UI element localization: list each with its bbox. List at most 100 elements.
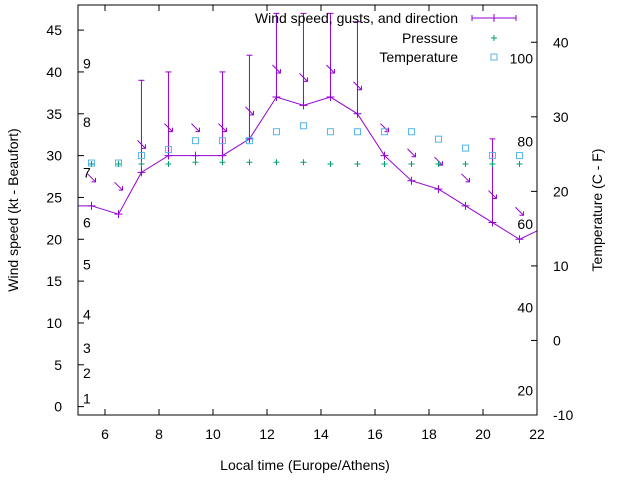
y-axis-title: Wind speed (kt - Beaufort) (5, 128, 21, 291)
legend-label-wind: Wind speed, gusts, and direction (255, 10, 458, 26)
fahrenheit-label: 20 (517, 382, 533, 398)
temperature-point (272, 128, 280, 136)
pressure-point (273, 159, 280, 166)
x-tick-label: 6 (101, 426, 109, 442)
beaufort-label: 3 (83, 340, 91, 356)
pressure-point (435, 160, 442, 167)
fahrenheit-label: 80 (517, 133, 533, 149)
direction-arrow (137, 139, 146, 149)
legend-label-temperature: Temperature (379, 49, 458, 65)
temperature-point (326, 128, 334, 136)
legend-swatch-temperature (490, 53, 498, 61)
direction-arrow-head (303, 77, 308, 82)
pressure-point (219, 159, 226, 166)
temperature-point (461, 144, 469, 152)
x-tick-label: 22 (529, 426, 545, 442)
direction-arrow-head (222, 127, 227, 133)
direction-arrow-head (357, 85, 362, 91)
wind-point (407, 176, 416, 185)
direction-arrow (87, 173, 96, 183)
y2-tick-label: 10 (553, 258, 569, 274)
beaufort-label: 5 (83, 256, 91, 272)
x-tick-label: 14 (313, 426, 329, 442)
x-tick-label: 20 (475, 426, 491, 442)
direction-arrow-head (91, 177, 96, 183)
wind-point (272, 93, 281, 102)
direction-arrow-head (519, 211, 524, 216)
direction-arrow (299, 73, 308, 82)
direction-arrow-head (118, 186, 123, 191)
direction-arrow (218, 123, 227, 132)
y2-tick-label: 20 (553, 183, 569, 199)
direction-arrow-head (141, 144, 146, 149)
beaufort-label: 7 (83, 164, 91, 180)
beaufort-label: 4 (83, 307, 91, 323)
wind-point (299, 101, 308, 110)
direction-arrow-head (384, 127, 389, 133)
direction-arrow-head (195, 127, 200, 133)
direction-arrow-head (492, 194, 497, 200)
direction-arrow-head (249, 110, 254, 116)
direction-arrow-head (276, 69, 281, 74)
pressure-point (516, 160, 523, 167)
temperature-point (299, 122, 307, 130)
pressure-point (462, 160, 469, 167)
wind-point (218, 151, 227, 160)
plot-frame (77, 4, 538, 416)
beaufort-label: 1 (83, 390, 91, 406)
direction-arrow-head (168, 127, 173, 133)
temperature-point (380, 128, 388, 136)
y-tick-label: 30 (46, 148, 62, 164)
y-tick-label: 5 (54, 357, 62, 373)
wind-point (380, 151, 389, 160)
direction-arrow-head (330, 69, 335, 74)
temperature-point (407, 128, 415, 136)
legend-swatch-wind-marks (471, 14, 517, 22)
wind-point (87, 201, 96, 210)
y-tick-label: 0 (54, 399, 62, 415)
x-tick-label: 16 (367, 426, 383, 442)
y-tick-label: 25 (46, 189, 62, 205)
beaufort-label: 2 (83, 365, 91, 381)
wind-point (515, 235, 524, 244)
wind-point (137, 168, 146, 177)
temperature-point (434, 135, 442, 143)
direction-arrow (326, 64, 335, 74)
y-tick-label: 15 (46, 273, 62, 289)
temperature-point (218, 137, 226, 145)
pressure-point (300, 159, 307, 166)
direction-arrow (191, 123, 200, 132)
y2-tick-label: -10 (553, 407, 573, 423)
direction-arrow-head (411, 152, 416, 158)
wind-point (326, 93, 335, 102)
y2-tick-label: 30 (553, 109, 569, 125)
temperature-point (353, 128, 361, 136)
wind-point (461, 201, 470, 210)
wind-point (114, 210, 123, 219)
y-tick-label: 45 (46, 22, 62, 38)
y-tick-label: 20 (46, 231, 62, 247)
wind-point (488, 218, 497, 227)
beaufort-label: 6 (83, 215, 91, 231)
y-tick-label: 35 (46, 106, 62, 122)
direction-arrow (114, 181, 123, 191)
pressure-point (408, 160, 415, 167)
temperature-point (515, 152, 523, 160)
pressure-point (381, 160, 388, 167)
y-tick-label: 40 (46, 64, 62, 80)
y2-axis-title: Temperature (C - F) (589, 149, 605, 272)
pressure-point (192, 159, 199, 166)
pressure-point (165, 160, 172, 167)
legend-label-pressure: Pressure (402, 30, 458, 46)
direction-arrow (272, 64, 281, 74)
direction-arrow (164, 123, 173, 132)
temperature-point (191, 137, 199, 145)
fahrenheit-label: 60 (517, 216, 533, 232)
x-tick-label: 8 (155, 426, 163, 442)
beaufort-label: 8 (83, 114, 91, 130)
pressure-point (354, 160, 361, 167)
fahrenheit-label: 100 (510, 51, 534, 67)
x-tick-label: 10 (205, 426, 221, 442)
temperature-point (137, 152, 145, 160)
y2-tick-label: 0 (553, 332, 561, 348)
